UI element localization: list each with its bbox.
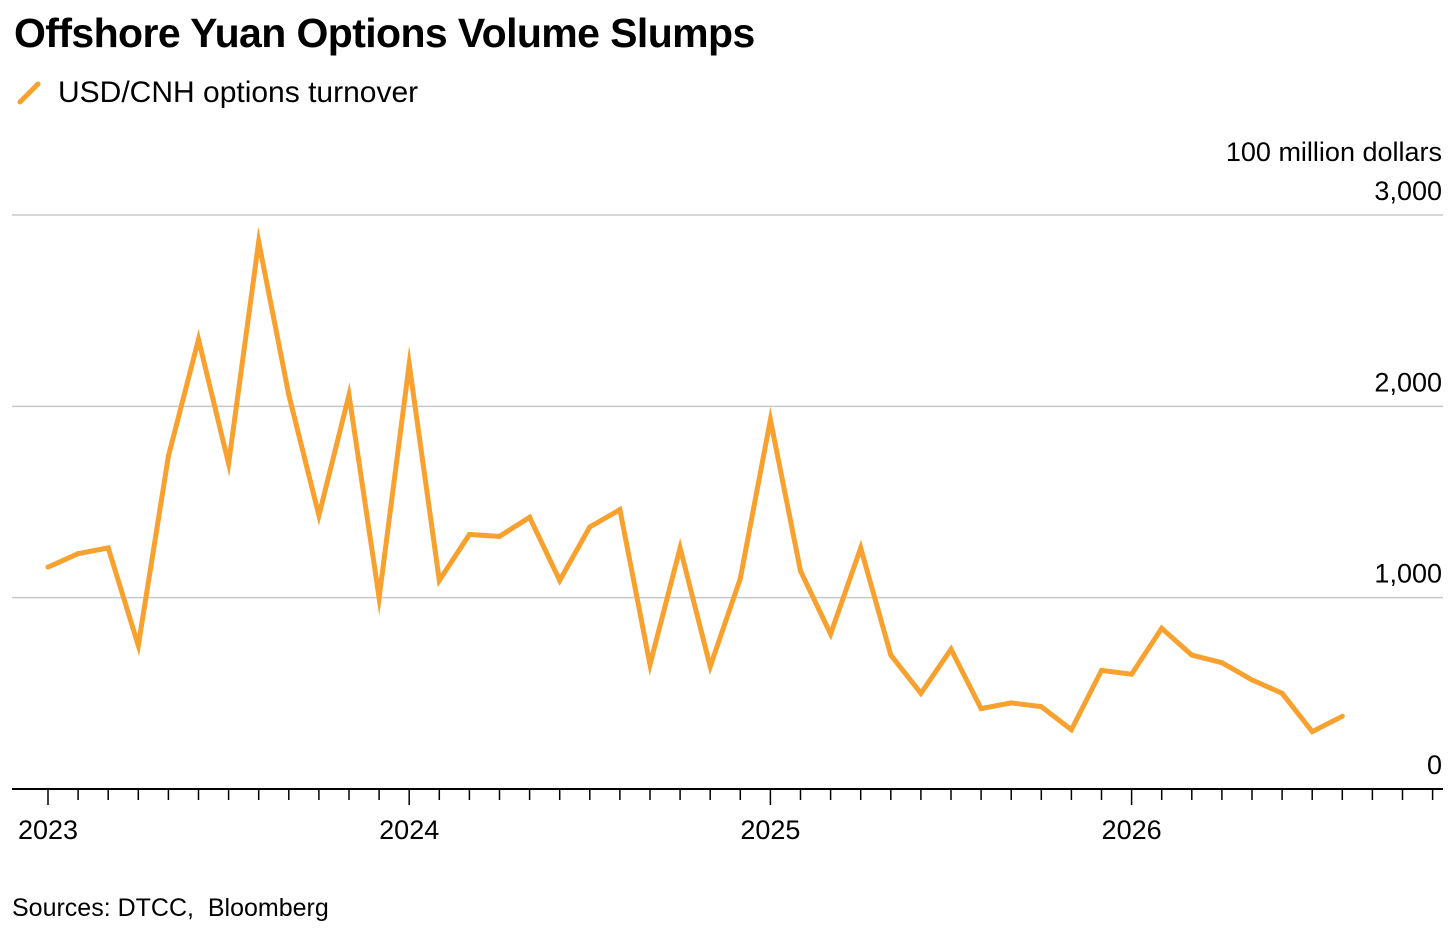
data-point (858, 545, 864, 551)
data-point (1249, 677, 1255, 683)
data-point (1129, 671, 1135, 677)
data-point (226, 461, 232, 467)
data-point (135, 643, 141, 648)
data-point (978, 706, 984, 712)
data-point (1279, 690, 1285, 696)
data-point (737, 576, 743, 582)
data-point (75, 551, 81, 557)
data-point (828, 631, 834, 637)
chart-title: Offshore Yuan Options Volume Slumps (14, 10, 755, 56)
data-point (647, 662, 653, 668)
legend: USD/CNH options turnover (14, 76, 418, 110)
data-point (466, 532, 472, 538)
data-point (1339, 713, 1345, 719)
data-point (767, 417, 773, 423)
x-tick-label: 2024 (379, 815, 439, 845)
data-point (888, 652, 894, 658)
data-point (346, 392, 352, 398)
data-point (707, 664, 713, 670)
data-point (1309, 729, 1315, 735)
y-tick-label: 1,000 (1374, 559, 1442, 589)
data-point (256, 239, 262, 245)
data-point (1219, 660, 1225, 666)
data-point (1159, 625, 1165, 631)
data-point (1068, 727, 1074, 733)
data-point (617, 507, 623, 513)
x-tick-label: 2025 (740, 815, 800, 845)
data-point (406, 361, 412, 367)
data-point (1189, 652, 1195, 658)
legend-label: USD/CNH options turnover (58, 76, 419, 109)
data-point (45, 564, 51, 570)
data-point (587, 524, 593, 530)
data-point (798, 568, 803, 574)
x-tick-label: 2023 (18, 815, 78, 845)
source-note: Sources: DTCC, Bloomberg (12, 894, 329, 922)
series-line (46, 226, 1344, 735)
data-point (527, 514, 533, 520)
data-point (165, 453, 171, 459)
y-axis-label: 100 million dollars (1226, 137, 1442, 167)
legend-swatch-icon (17, 81, 41, 105)
y-tick-label: 2,000 (1374, 367, 1442, 397)
data-point (1008, 700, 1014, 706)
data-point (1038, 704, 1044, 710)
data-point (1099, 667, 1104, 673)
data-point (497, 533, 502, 539)
data-point (105, 545, 111, 551)
data-point (677, 545, 683, 551)
y-tick-label: 3,000 (1374, 176, 1442, 206)
y-tick-label: 0 (1427, 750, 1442, 780)
data-point (286, 392, 292, 398)
data-point (316, 512, 322, 518)
data-point (196, 336, 201, 342)
x-tick-label: 2026 (1102, 815, 1162, 845)
data-point (948, 646, 954, 652)
data-point (557, 577, 563, 583)
data-point (918, 690, 924, 696)
data-point (436, 577, 442, 583)
data-point (376, 595, 382, 601)
